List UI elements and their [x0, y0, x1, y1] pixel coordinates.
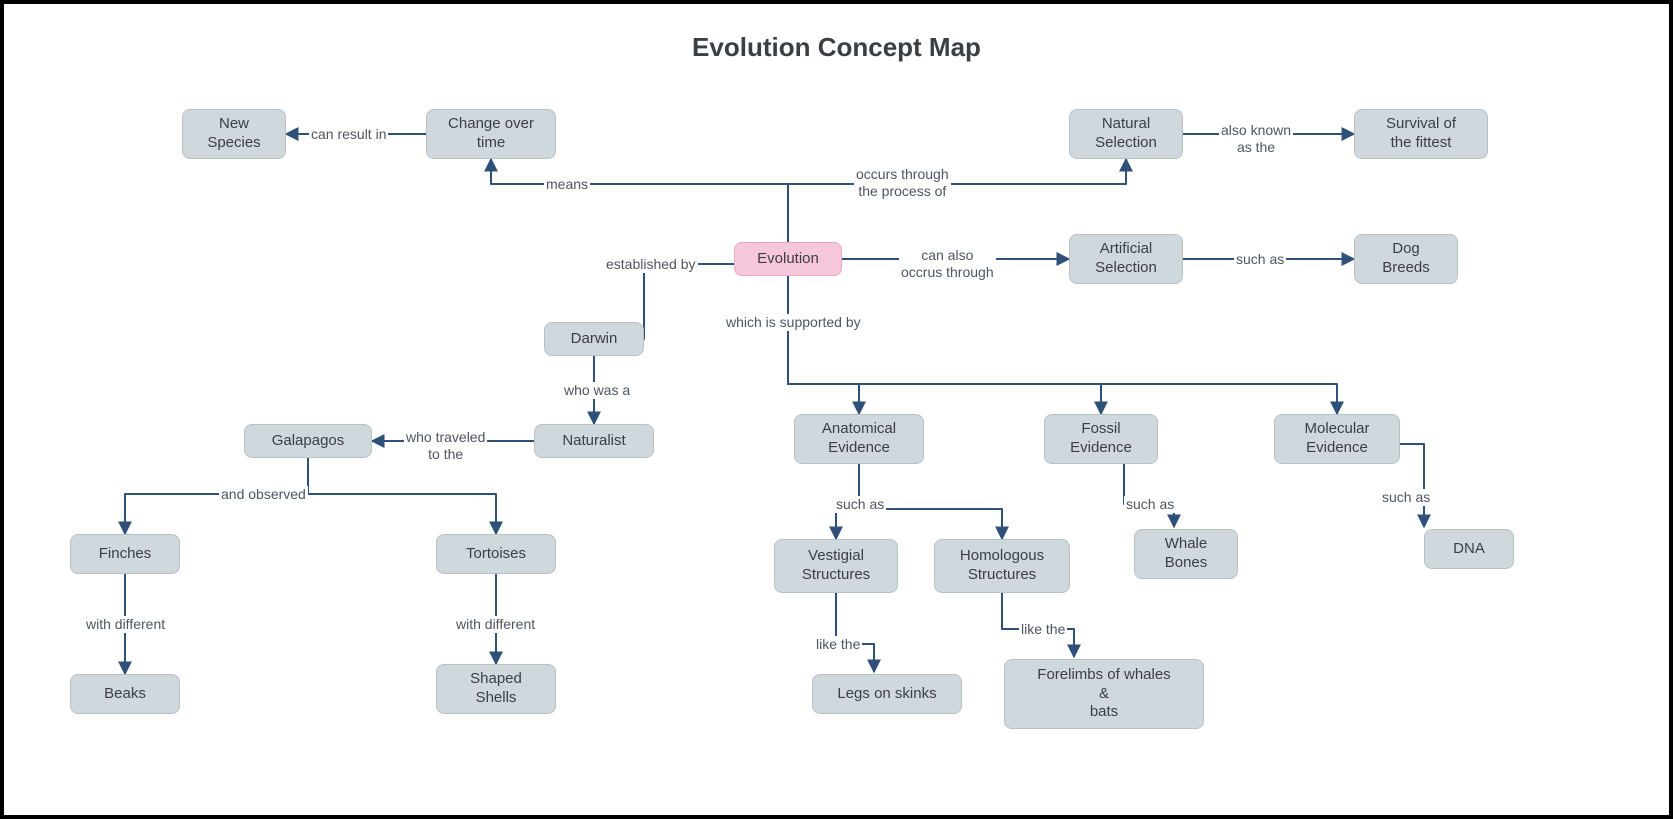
edge-21 — [1400, 444, 1424, 527]
node-beaks: Beaks — [70, 674, 180, 714]
edge-label-6: established by — [604, 256, 698, 273]
edge-label-21: such as — [1380, 489, 1432, 506]
edge-label-0: occurs throughthe process of — [854, 166, 951, 200]
node-evolution: Evolution — [734, 242, 842, 276]
node-new_species: NewSpecies — [182, 109, 286, 159]
edge-10 — [308, 458, 496, 534]
edge-label-13: which is supported by — [724, 314, 863, 331]
node-change: Change overtime — [426, 109, 556, 159]
edge-18 — [836, 593, 874, 672]
edge-label-2: can result in — [309, 126, 388, 143]
edge-1 — [491, 159, 788, 242]
edge-label-1: means — [544, 176, 590, 193]
node-fossil: FossilEvidence — [1044, 414, 1158, 464]
edge-label-18: like the — [814, 636, 862, 653]
edge-label-3: also knownas the — [1219, 122, 1293, 156]
node-darwin: Darwin — [544, 322, 644, 356]
edge-label-11: with different — [84, 616, 167, 633]
edge-label-12: with different — [454, 616, 537, 633]
edge-15 — [788, 276, 1337, 414]
concept-map-frame: { "title": "Evolution Concept Map", "sty… — [0, 0, 1673, 819]
node-anat: AnatomicalEvidence — [794, 414, 924, 464]
edge-13 — [788, 276, 859, 414]
node-naturalist: Naturalist — [534, 424, 654, 458]
node-tortoises: Tortoises — [436, 534, 556, 574]
edge-label-5: such as — [1234, 251, 1286, 268]
edge-label-20: such as — [1124, 496, 1176, 513]
node-homologous: HomologousStructures — [934, 539, 1070, 593]
edge-14 — [788, 276, 1101, 414]
node-dna: DNA — [1424, 529, 1514, 569]
node-legs: Legs on skinks — [812, 674, 962, 714]
edge-label-7: who was a — [562, 382, 632, 399]
node-natural_sel: NaturalSelection — [1069, 109, 1183, 159]
node-vestigial: VestigialStructures — [774, 539, 898, 593]
node-dog_breeds: DogBreeds — [1354, 234, 1458, 284]
edge-label-4: can alsooccrus through — [899, 247, 996, 281]
edge-label-19: like the — [1019, 621, 1067, 638]
edge-0 — [788, 159, 1126, 242]
edge-label-8: who traveledto the — [404, 429, 487, 463]
node-forelimbs: Forelimbs of whales&bats — [1004, 659, 1204, 729]
edge-label-16: such as — [834, 496, 886, 513]
node-molecular: MolecularEvidence — [1274, 414, 1400, 464]
node-shells: ShapedShells — [436, 664, 556, 714]
node-whale: WhaleBones — [1134, 529, 1238, 579]
node-survival: Survival ofthe fittest — [1354, 109, 1488, 159]
node-finches: Finches — [70, 534, 180, 574]
node-artificial: ArtificialSelection — [1069, 234, 1183, 284]
node-galapagos: Galapagos — [244, 424, 372, 458]
edge-label-9: and observed — [219, 486, 308, 503]
